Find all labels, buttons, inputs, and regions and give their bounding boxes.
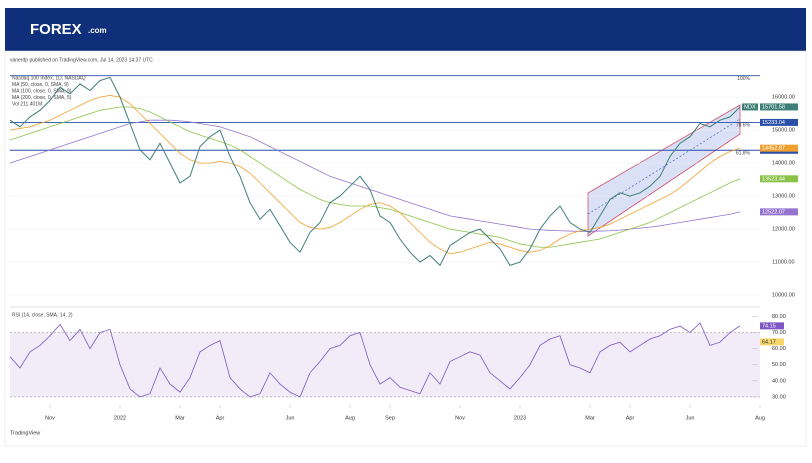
y-tick-label: 10000.00 [772,293,795,299]
last-value: 12522.07 [762,209,785,215]
y-tick-label: 14000.00 [772,161,795,167]
rsi-tick-label: 60.00 [772,346,786,352]
last-value: 13523.44 [762,176,785,182]
x-tick-label: Aug [755,415,765,421]
ticker: NDX [744,104,756,110]
y-tick-label: 15000.00 [772,128,795,134]
x-tick-label: 2022 [114,415,126,421]
rsi-last-box [760,322,784,330]
footer-brand: TradingView [10,430,40,436]
last-value: 15701.58 [762,104,785,110]
y-tick-label: 16000.00 [772,95,795,101]
x-tick-label: Nov [455,415,465,421]
level-label: 100% [737,76,750,82]
logo-suffix: .com [88,26,107,35]
x-tick-label: Apr [626,415,635,421]
rsi-tick-label: 50.00 [772,362,786,368]
channel-midline [587,118,741,215]
rsi-ma-box [760,338,784,346]
rsi-band-fill [10,332,760,397]
x-tick-label: Jun [686,415,695,421]
rsi-last: 74.15 [762,323,776,329]
logo: FOREX [30,21,82,38]
rsi-tick-label: 70.00 [772,330,786,336]
header-bar [5,8,806,51]
price-line [9,76,741,267]
trend-channel [587,104,741,237]
last-value: 14452.87 [762,146,785,152]
level-price: 15233.04 [762,120,785,126]
y-tick-label: 12000.00 [772,227,795,233]
last-value-box [760,175,798,183]
legend-entry: Nasdaq 100 Index, 1D, NASDAQ [12,75,86,81]
legend-entry: MA (200, close, 0, SMA, 5) [12,95,72,101]
last-value-box [760,144,798,152]
y-tick-label: 11000.00 [772,260,795,266]
last-value-box [760,208,798,216]
level-label: 78.6% [736,123,751,129]
rsi-line [9,322,741,398]
x-tick-label: Mar [585,415,595,421]
x-tick-label: Jun [286,415,295,421]
rsi-tick-label: 30.00 [772,394,786,400]
rsi-tick-label: 80.00 [772,314,786,320]
published-note: vanerdp published on TradingView.com, Ju… [10,57,153,63]
rsi-tick-label: 40.00 [772,378,786,384]
level-label: 61.8% [736,151,751,157]
level-price-box [760,118,798,126]
x-tick-label: Apr [216,415,225,421]
legend-entry: MA (50, close, 0, SMA, 9) [12,82,69,88]
ticker-box [742,103,758,111]
ma-line [9,106,741,248]
x-tick-label: Mar [175,415,185,421]
volume-label: Vol 211.401M [12,101,42,107]
rsi-title: RSI (14, close, SMA, 14, 2) [12,312,73,318]
x-tick-label: 2023 [514,415,526,421]
rsi-ma-last: 64.17 [762,339,776,345]
ma-line [9,119,741,232]
last-value-box [760,103,798,111]
x-tick-label: Sep [385,415,395,421]
legend-entry: MA (100, close, 0, SMA, 9) [12,88,72,94]
y-tick-label: 13000.00 [772,194,795,200]
x-tick-label: Aug [345,415,355,421]
x-tick-label: Nov [45,415,55,421]
